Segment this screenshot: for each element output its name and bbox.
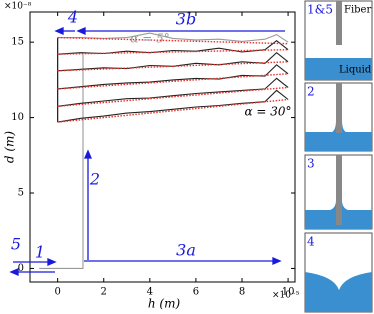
y-axis-label: d (m) <box>3 131 17 164</box>
panel: 4 <box>304 232 373 313</box>
y-multiplier: ×10⁻⁸ <box>4 2 32 12</box>
data-line <box>57 89 289 123</box>
arrow-head <box>54 27 64 35</box>
y-tick-label: 5 <box>18 188 24 199</box>
liquid <box>305 272 372 312</box>
panel-label: 3 <box>307 157 315 171</box>
panels: 1&5 Fiber Liquid 2 3 4 <box>304 0 373 313</box>
annotation: α = 5° <box>130 32 169 46</box>
panel: 3 <box>304 154 373 230</box>
panel: 2 <box>304 82 373 152</box>
data-line <box>57 77 289 107</box>
annotation: 1 <box>35 243 45 262</box>
arrow-head <box>9 268 19 276</box>
arrow-head <box>84 149 92 159</box>
data-line <box>57 73 289 90</box>
x-axis-label: h (m) <box>148 297 181 311</box>
arrow-head <box>76 27 86 35</box>
y-tick-label: 10 <box>11 112 24 123</box>
arrows <box>9 27 285 276</box>
annotation: 2 <box>89 170 100 189</box>
data-line <box>39 54 84 269</box>
y-tick-label: 0 <box>18 263 24 274</box>
annotation: 5 <box>11 235 21 254</box>
panel-label: 4 <box>307 235 315 249</box>
fiber <box>336 83 342 133</box>
y-tick-label: 15 <box>11 37 24 48</box>
chart: 0 2 4 6 8 10 0 5 10 15 1 2 3a 3b 4 5 α = 5° α = 30° h (m… <box>3 2 300 311</box>
fiber <box>336 1 342 45</box>
annotation: 4 <box>67 8 78 27</box>
fiber <box>336 155 342 225</box>
x-tick-label: 6 <box>193 287 199 298</box>
panel: 1&5 Fiber Liquid <box>304 0 373 81</box>
data-line <box>57 49 289 55</box>
arrow-head <box>47 258 57 266</box>
arrow-head <box>272 257 282 265</box>
x-multiplier: ×10⁻⁵ <box>272 291 300 301</box>
x-tick-label: 4 <box>147 287 153 298</box>
panel-label: 1&5 <box>307 3 333 17</box>
annotation: α = 30° <box>244 105 291 119</box>
panel-label: 2 <box>307 85 315 99</box>
liquid <box>305 58 372 80</box>
liquid-label: Liquid <box>339 65 372 76</box>
fiber-label: Fiber <box>344 5 371 16</box>
x-tick-label: 2 <box>101 287 107 298</box>
data-line <box>57 98 289 123</box>
data-line <box>57 86 289 107</box>
annotation: 3b <box>176 10 196 29</box>
data-line <box>57 36 289 45</box>
annotation: 3a <box>176 241 196 260</box>
data-line <box>57 61 289 72</box>
x-tick-label: 10 <box>282 287 295 298</box>
x-tick-label: 0 <box>54 287 60 298</box>
data-line <box>57 64 289 90</box>
data-line <box>57 51 289 72</box>
x-tick-label: 8 <box>239 287 245 298</box>
plot-frame <box>29 11 296 283</box>
liquid <box>305 120 372 151</box>
